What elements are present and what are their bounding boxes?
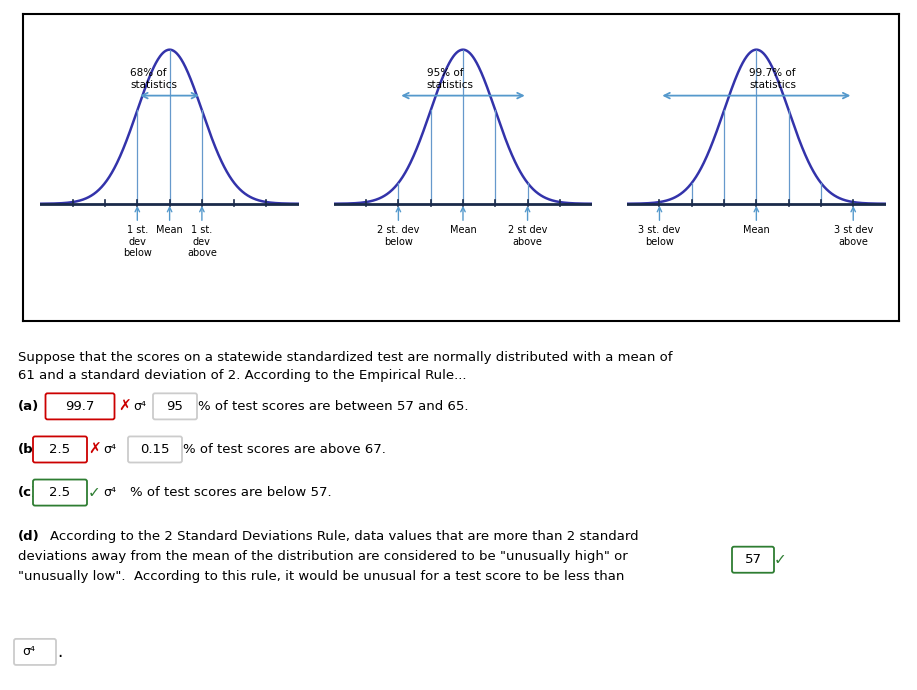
Text: (d): (d): [18, 530, 39, 542]
FancyBboxPatch shape: [153, 393, 197, 420]
Text: According to the 2 Standard Deviations Rule, data values that are more than 2 st: According to the 2 Standard Deviations R…: [50, 530, 638, 542]
FancyBboxPatch shape: [33, 437, 87, 462]
FancyBboxPatch shape: [14, 639, 56, 665]
FancyBboxPatch shape: [33, 480, 87, 506]
Text: % of test scores are between 57 and 65.: % of test scores are between 57 and 65.: [198, 400, 469, 413]
Text: ✓: ✓: [774, 552, 787, 567]
Text: (a): (a): [18, 400, 39, 413]
Text: 99.7: 99.7: [65, 400, 94, 413]
Text: σ⁴: σ⁴: [103, 443, 116, 456]
Text: % of test scores are above 67.: % of test scores are above 67.: [183, 443, 386, 456]
Text: (c): (c): [18, 486, 39, 499]
Text: 61 and a standard deviation of 2. According to the Empirical Rule...: 61 and a standard deviation of 2. Accord…: [18, 369, 467, 382]
Text: ✓: ✓: [88, 485, 101, 500]
Text: % of test scores are below 57.: % of test scores are below 57.: [130, 486, 332, 499]
Text: deviations away from the mean of the distribution are considered to be "unusuall: deviations away from the mean of the dis…: [18, 550, 628, 562]
Text: ✗: ✗: [88, 442, 101, 457]
FancyBboxPatch shape: [46, 393, 115, 420]
Text: 0.15: 0.15: [140, 443, 170, 456]
Text: σ⁴: σ⁴: [22, 645, 35, 658]
FancyBboxPatch shape: [128, 437, 182, 462]
FancyBboxPatch shape: [732, 546, 774, 573]
Text: σ⁴: σ⁴: [103, 486, 116, 499]
Text: ✗: ✗: [118, 399, 131, 414]
Text: 2.5: 2.5: [50, 486, 71, 499]
Text: Suppose that the scores on a statewide standardized test are normally distribute: Suppose that the scores on a statewide s…: [18, 351, 672, 364]
Text: "unusually low".  According to this rule, it would be unusual for a test score t: "unusually low". According to this rule,…: [18, 570, 624, 583]
Text: 95: 95: [167, 400, 183, 413]
Text: 57: 57: [745, 553, 761, 566]
Text: (b): (b): [18, 443, 39, 456]
Text: 2.5: 2.5: [50, 443, 71, 456]
Text: σ⁴: σ⁴: [133, 400, 146, 413]
Text: .: .: [57, 643, 62, 661]
